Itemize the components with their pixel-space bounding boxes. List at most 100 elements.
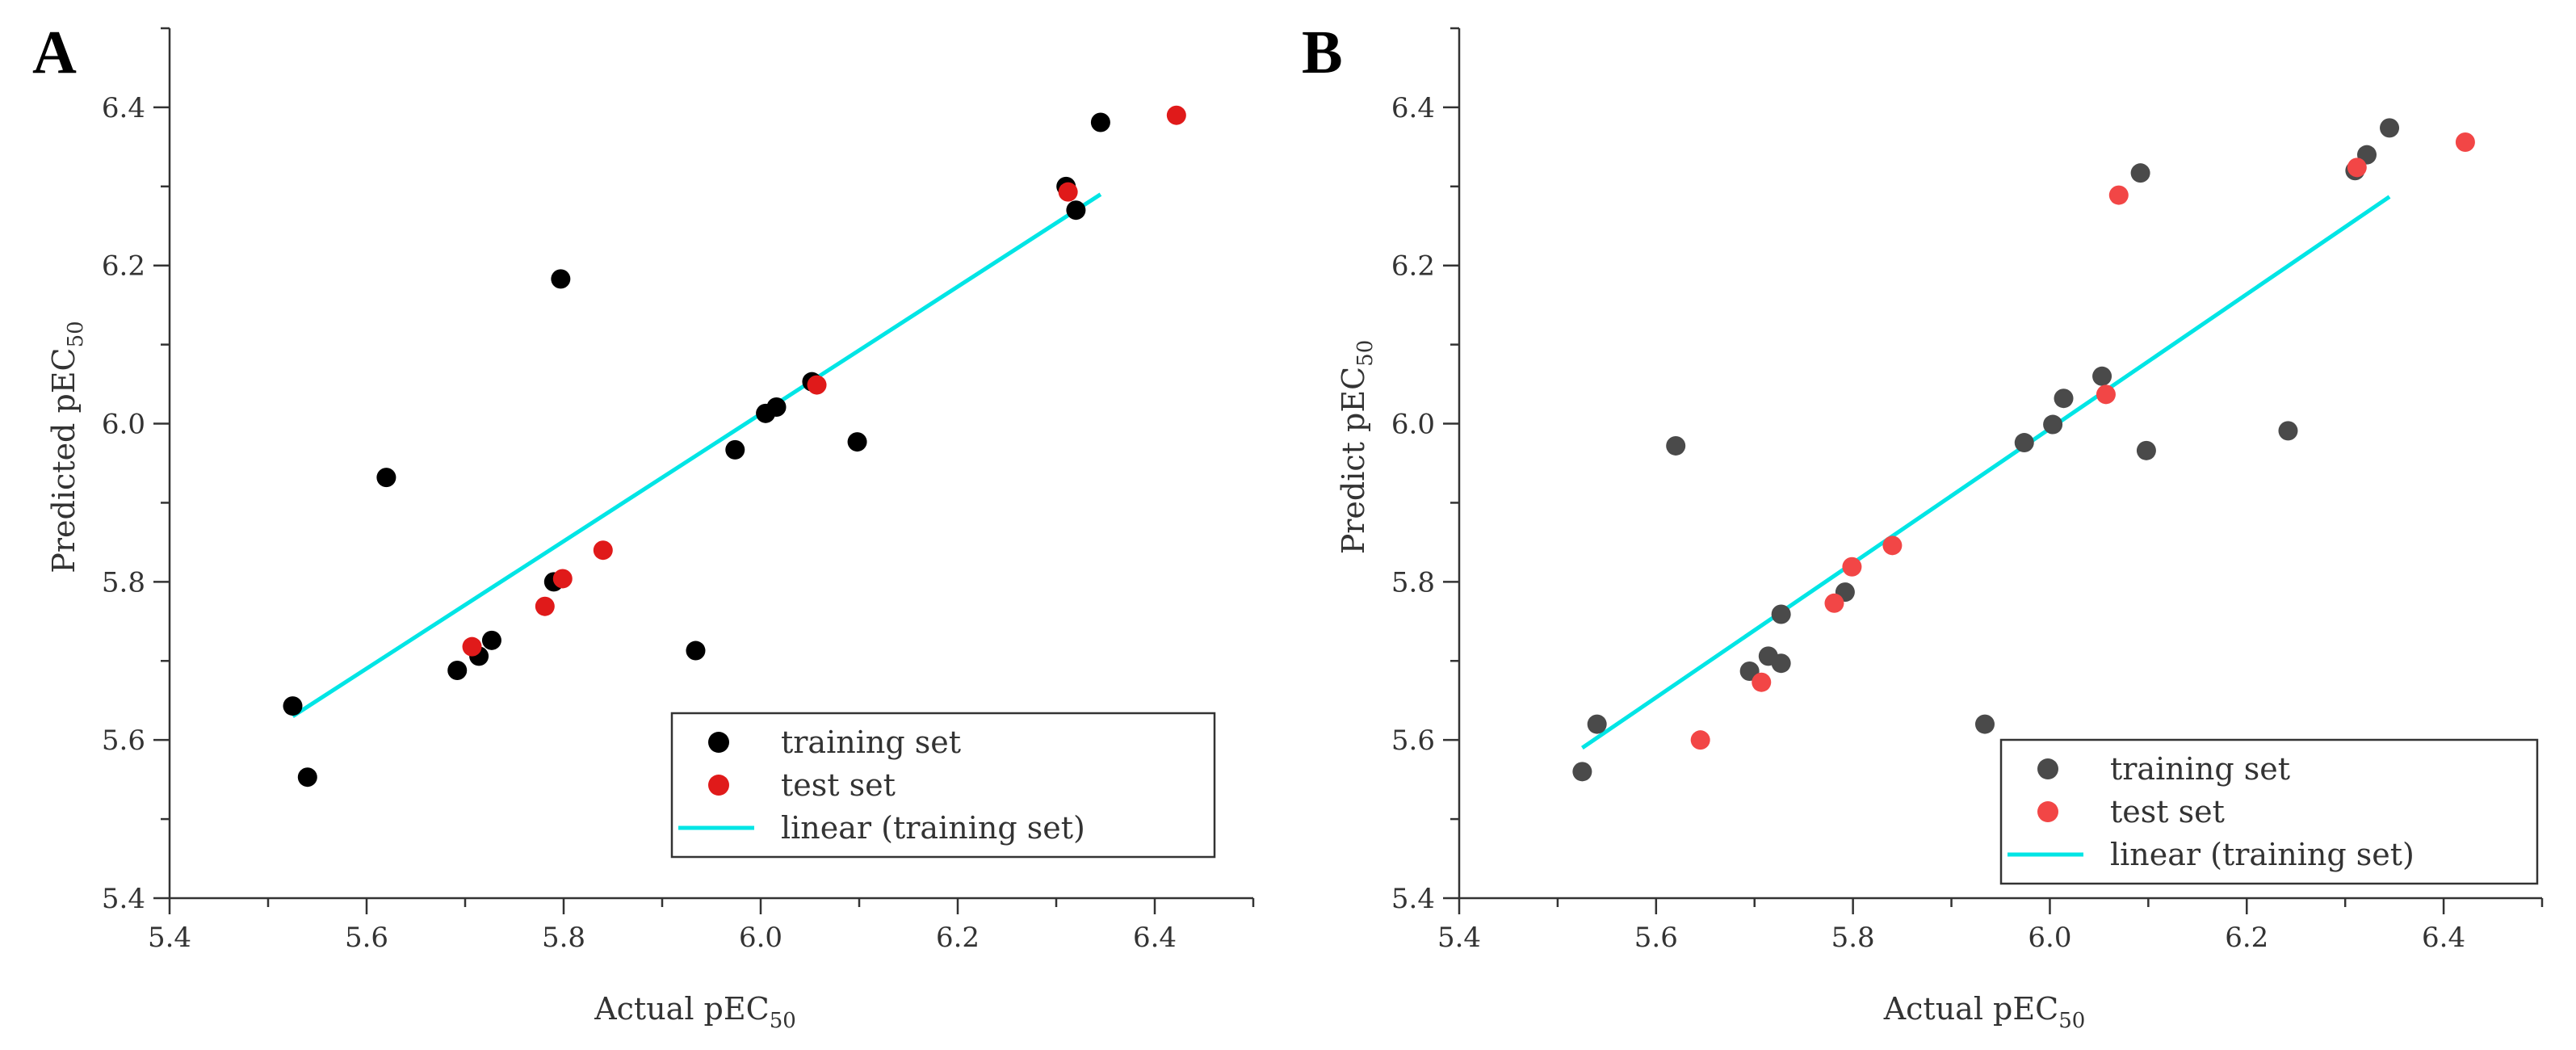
x-tick-label: 6.0 xyxy=(739,922,782,954)
training-point xyxy=(2278,421,2298,441)
x-axis-title-text: Actual pEC xyxy=(1883,991,2059,1027)
legend-marker-test xyxy=(708,775,729,796)
x-axis-title: Actual pEC50 xyxy=(1883,991,2086,1033)
training-point xyxy=(847,432,867,452)
training-point xyxy=(1666,435,1686,456)
y-tick-label: 5.8 xyxy=(1391,566,1435,598)
x-axis-title-subscript: 50 xyxy=(770,1009,796,1033)
y-tick-label: 5.6 xyxy=(1391,724,1435,757)
test-point xyxy=(593,540,613,561)
fit-line-group xyxy=(292,192,1102,718)
test-point xyxy=(462,636,482,657)
y-axis-title-text: Predict pEC xyxy=(1336,367,1371,554)
legend-label-linear: linear (training set) xyxy=(2110,837,2414,872)
test-point xyxy=(2347,158,2367,178)
test-point xyxy=(552,569,573,589)
test-point xyxy=(1882,536,1903,556)
training-point xyxy=(1090,112,1110,132)
data-points xyxy=(283,105,1186,788)
training-point xyxy=(686,640,706,661)
training-point xyxy=(1771,653,1791,674)
legend-label-training: training set xyxy=(781,724,961,760)
training-point xyxy=(1974,714,1995,734)
training-point xyxy=(447,661,468,681)
x-axis-title-subscript: 50 xyxy=(2058,1009,2085,1033)
y-axis-title-subscript: 50 xyxy=(1353,340,1378,367)
panel-label: B xyxy=(1302,19,1343,86)
training-point xyxy=(2014,433,2034,453)
y-axis-title-text: Predicted pEC xyxy=(46,347,82,573)
x-tick-label: 6.4 xyxy=(1133,922,1177,954)
y-tick-label: 6.4 xyxy=(102,92,145,124)
test-point xyxy=(535,596,555,616)
training-point xyxy=(2043,414,2063,435)
x-axis-title: Actual pEC50 xyxy=(594,991,796,1033)
legend-box xyxy=(670,712,1216,859)
training-point xyxy=(551,269,571,289)
test-point xyxy=(1842,556,1862,577)
legend-label-training: training set xyxy=(2110,751,2290,787)
training-point xyxy=(283,696,303,716)
x-tick-label: 6.2 xyxy=(936,922,980,954)
y-tick-label: 6.2 xyxy=(102,250,145,283)
x-tick-label: 6.2 xyxy=(2225,922,2268,954)
test-point xyxy=(1058,182,1078,202)
training-point xyxy=(2380,118,2400,138)
fit-line-group xyxy=(1580,195,2391,750)
y-tick-label: 6.0 xyxy=(1391,409,1435,441)
training-point xyxy=(1066,200,1086,220)
panel-label: A xyxy=(32,19,77,86)
x-tick-label: 6.4 xyxy=(2422,922,2465,954)
test-point xyxy=(1166,105,1186,125)
y-tick-label: 5.8 xyxy=(102,566,145,598)
x-tick-label: 6.0 xyxy=(2028,922,2071,954)
x-tick-label: 5.4 xyxy=(1437,922,1481,954)
legend-marker-training xyxy=(2037,758,2058,779)
training-point xyxy=(2054,388,2074,409)
test-point xyxy=(1690,730,1710,750)
training-point xyxy=(1771,604,1791,624)
test-point xyxy=(807,375,827,395)
y-axis-title-subscript: 50 xyxy=(64,321,88,347)
legend: training set test set linear (training s… xyxy=(670,712,1216,859)
fit-line xyxy=(292,192,1102,718)
y-tick-label: 6.2 xyxy=(1391,250,1435,283)
training-point xyxy=(376,468,396,488)
training-point xyxy=(2092,366,2112,386)
test-point xyxy=(1824,593,1844,613)
legend-marker-test xyxy=(2037,801,2058,822)
fit-line xyxy=(1580,195,2391,750)
test-point xyxy=(2455,132,2475,152)
training-point xyxy=(725,439,745,460)
test-point xyxy=(2096,384,2116,405)
legend-label-test: test set xyxy=(781,767,896,803)
legend: training set test set linear (training s… xyxy=(1999,738,2539,885)
y-axis-title: Predict pEC50 xyxy=(1336,340,1378,555)
test-point xyxy=(2108,185,2129,205)
training-point xyxy=(297,767,317,788)
x-tick-label: 5.8 xyxy=(542,922,585,954)
training-point xyxy=(2136,440,2156,460)
plot-area: 5.4 5.6 5.8 6.0 6.2 6.4 5.4 5.6 5.8 6.0 6.2 6.4 xyxy=(102,27,1255,954)
x-tick-label: 5.8 xyxy=(1831,922,1875,954)
training-point xyxy=(1572,762,1592,782)
legend-box xyxy=(1999,738,2539,885)
legend-marker-training xyxy=(708,732,729,753)
x-tick-label: 5.6 xyxy=(1634,922,1678,954)
panel-a: A 5.4 5.6 5.8 6.0 6.2 6.4 5.4 5.6 5.8 6.0 6.2 6.4 t… xyxy=(32,19,1255,1033)
legend-label-test: test set xyxy=(2110,794,2225,830)
panel-b: B 5.4 5.6 5.8 6.0 6.2 6.4 5.4 5.6 5.8 6.0 6.2 6.4 t… xyxy=(1302,19,2544,1033)
y-tick-label: 5.6 xyxy=(102,724,145,757)
test-point xyxy=(1752,672,1772,692)
y-tick-label: 5.4 xyxy=(1391,883,1435,915)
x-tick-label: 5.4 xyxy=(148,922,191,954)
training-point xyxy=(1587,714,1607,734)
legend-label-linear: linear (training set) xyxy=(781,810,1085,846)
y-tick-label: 6.4 xyxy=(1391,92,1435,124)
training-point xyxy=(766,397,787,417)
y-tick-label: 5.4 xyxy=(102,883,145,915)
training-point xyxy=(481,630,501,650)
y-axis-title: Predicted pEC50 xyxy=(46,321,88,573)
